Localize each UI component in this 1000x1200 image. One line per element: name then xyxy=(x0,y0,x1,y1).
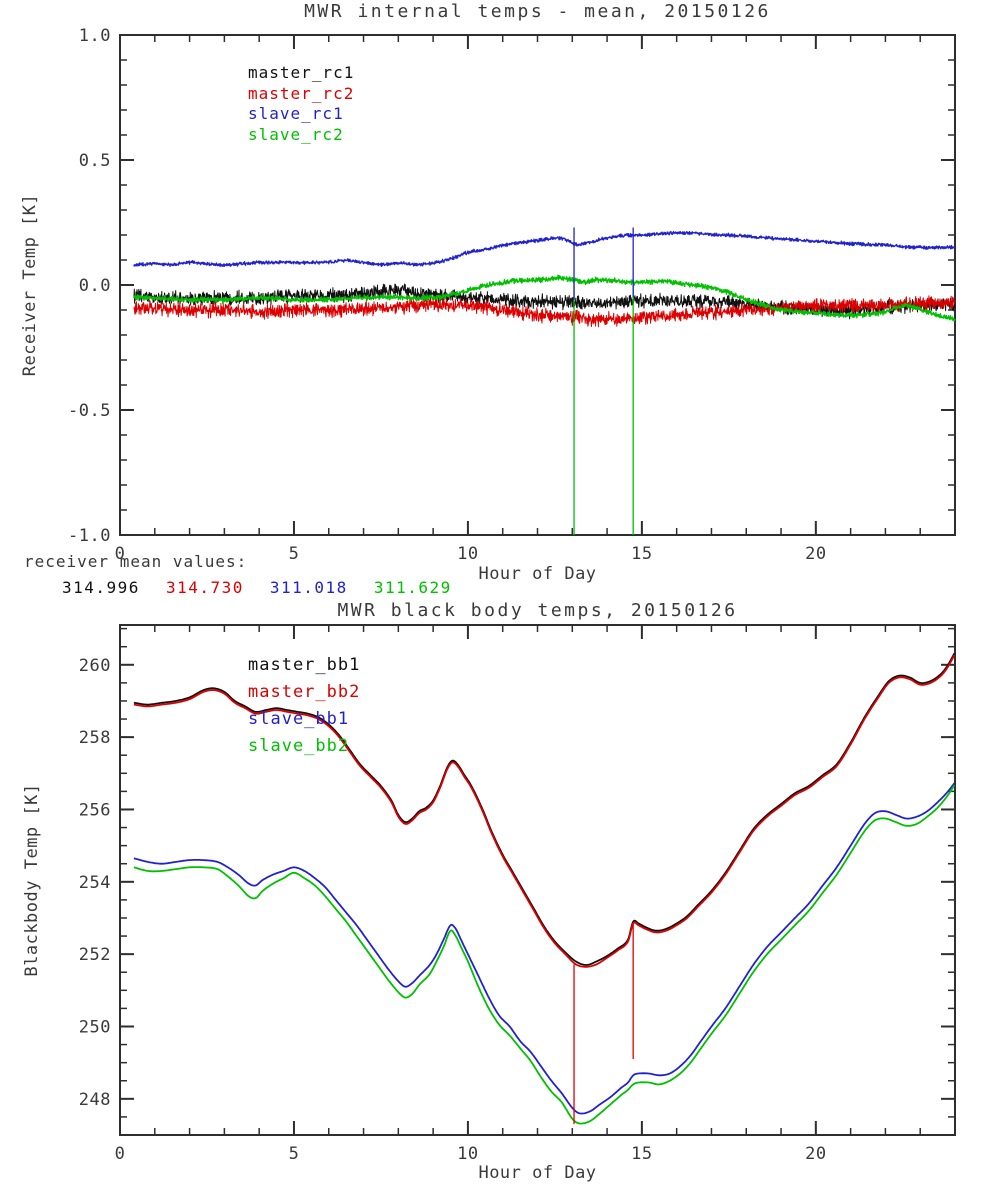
legend-item-slave_bb2: slave_bb2 xyxy=(248,736,350,756)
series-slave_rc2 xyxy=(133,274,956,322)
mean-value-3: 311.629 xyxy=(373,578,452,597)
mean-value-2: 311.018 xyxy=(269,578,348,597)
x-tick-label: 20 xyxy=(805,544,826,564)
legend-0: master_rc1 master_rc2 slave_rc1 slave_rc2 xyxy=(248,63,354,145)
series-master_rc2 xyxy=(133,295,956,328)
x-tick-label: 20 xyxy=(805,1144,826,1164)
legend-item-slave_rc1: slave_rc1 xyxy=(248,104,344,123)
blackbody-chart-title: MWR black body temps, 20150126 xyxy=(337,600,738,621)
y-tick-label: 248 xyxy=(79,1090,111,1110)
receiver-mean-values-label: receiver mean values: xyxy=(24,552,248,571)
receiver-chart-title: MWR internal temps - mean, 20150126 xyxy=(304,1,771,22)
x-tick-label: 0 xyxy=(115,1144,126,1164)
series-master_bb2 xyxy=(133,654,956,968)
y-tick-label: 0.0 xyxy=(79,276,111,296)
receiver-y-axis-label: Receiver Temp [K] xyxy=(20,193,40,377)
y-tick-label: 256 xyxy=(79,800,111,820)
legend-item-master_rc2: master_rc2 xyxy=(248,83,355,103)
x-tick-label: 5 xyxy=(289,544,300,564)
blackbody-y-axis-label: Blackbody Temp [K] xyxy=(22,783,42,977)
y-tick-label: 260 xyxy=(79,656,111,676)
x-tick-label: 0 xyxy=(115,544,126,564)
y-tick-label: 0.5 xyxy=(79,151,111,171)
receiver-axis-box xyxy=(119,34,956,536)
series-slave_bb1 xyxy=(133,782,956,1115)
y-tick-label: -1.0 xyxy=(68,526,111,546)
mean-value-0: 314.996 xyxy=(62,578,140,597)
x-tick-label: 10 xyxy=(457,1144,478,1164)
x-tick-label: 15 xyxy=(631,544,652,564)
x-tick-label: 10 xyxy=(457,544,478,564)
mean-value-1: 314.730 xyxy=(165,578,244,597)
y-tick-label: 250 xyxy=(79,1017,111,1037)
receiver-x-axis-label: Hour of Day xyxy=(478,564,597,584)
y-tick-label: 258 xyxy=(79,728,111,748)
legend-item-slave_bb1: slave_bb1 xyxy=(248,709,350,729)
legend-1: master_bb1 master_bb2 slave_bb1 slave_bb2 xyxy=(248,652,360,760)
blackbody-x-axis-label: Hour of Day xyxy=(478,1163,597,1183)
y-tick-label: -0.5 xyxy=(68,401,111,421)
legend-item-slave_rc2: slave_rc2 xyxy=(248,124,344,144)
y-tick-label: 252 xyxy=(79,945,111,965)
y-tick-label: 254 xyxy=(79,873,111,893)
receiver-mean-values-row: 314.996 314.730 311.018 311.629 xyxy=(62,578,478,597)
x-tick-label: 15 xyxy=(631,1144,652,1164)
series-master_bb1 xyxy=(133,652,956,966)
series-slave_rc1 xyxy=(133,230,956,268)
y-tick-label: 1.0 xyxy=(79,26,111,46)
legend-item-master_rc1: master_rc1 xyxy=(248,63,355,82)
legend-item-master_bb1: master_bb1 xyxy=(248,655,361,675)
legend-item-master_bb2: master_bb2 xyxy=(248,682,361,702)
x-tick-label: 5 xyxy=(289,1144,300,1164)
series-slave_bb2 xyxy=(133,784,956,1125)
